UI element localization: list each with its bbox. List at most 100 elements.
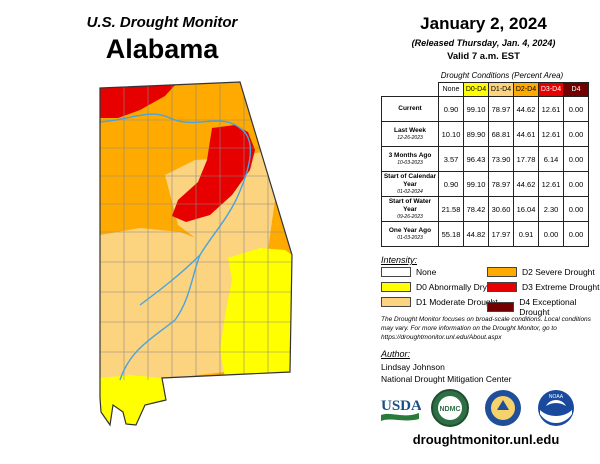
row-label: Start of Calendar Year 01-02-2024 <box>381 171 439 197</box>
legend-item-d2: D2 Severe Drought <box>487 267 595 277</box>
table-cell: 12.61 <box>538 171 564 197</box>
col-none: None <box>438 82 464 97</box>
row-label: Last Week 12-26-2023 <box>381 121 439 147</box>
author-name: Lindsay Johnson <box>381 362 445 372</box>
legend-swatch <box>487 282 517 292</box>
d0-area-east <box>220 248 292 378</box>
d0-area-south <box>100 375 166 425</box>
drought-areas <box>100 82 292 425</box>
map-date: January 2, 2024 <box>420 14 547 33</box>
table-cell: 44.62 <box>513 96 539 122</box>
row-label-text: 3 Months Ago <box>388 152 432 159</box>
table-cell: 2.30 <box>538 196 564 222</box>
table-cell: 6.14 <box>538 146 564 172</box>
table-cell: 44.82 <box>463 221 489 247</box>
ndmc-logo: NDMC <box>431 389 469 427</box>
row-date: 12-26-2023 <box>397 135 423 141</box>
legend-item-d4: D4 Exceptional Drought <box>487 297 600 317</box>
table-cell: 17.78 <box>513 146 539 172</box>
usda-logo-text: USDA <box>381 398 421 414</box>
county-lines <box>100 85 292 380</box>
table-cell: 16.04 <box>513 196 539 222</box>
row-date: 10-03-2023 <box>397 160 423 166</box>
table-cell: 55.18 <box>438 221 464 247</box>
row-date: 09-26-2023 <box>397 214 423 220</box>
legend-swatch <box>487 267 517 277</box>
col-d1-d4: D1-D4 <box>488 82 514 97</box>
table-cell: 44.62 <box>513 171 539 197</box>
table-cell: 0.00 <box>563 121 589 147</box>
valid-time: Valid 7 a.m. EST <box>447 51 520 62</box>
table-row: Start of Calendar Year 01-02-2024 0.90 99… <box>381 171 589 197</box>
table-cell: 0.90 <box>438 96 464 122</box>
legend-item-d3: D3 Extreme Drought <box>487 282 599 292</box>
table-cell: 0.90 <box>438 171 464 197</box>
table-cell: 3.57 <box>438 146 464 172</box>
rivers <box>99 113 252 381</box>
table-cell: 0.00 <box>563 196 589 222</box>
row-date: 01-02-2024 <box>397 189 423 195</box>
row-label-text: Last Week <box>393 127 427 134</box>
table-cell: 30.60 <box>488 196 514 222</box>
table-row: Start of Water Year 09-26-2023 21.58 78.4… <box>381 196 589 222</box>
row-label: One Year Ago 01-03-2023 <box>381 221 439 247</box>
table-cell: 21.58 <box>438 196 464 222</box>
table-cell: 0.91 <box>513 221 539 247</box>
table-cell: 12.61 <box>538 121 564 147</box>
state-title: Alabama <box>105 34 219 64</box>
table-cell: 99.10 <box>463 171 489 197</box>
product-title: U.S. Drought Monitor <box>86 14 238 31</box>
table-row: One Year Ago 01-03-2023 55.18 44.82 17.97… <box>381 221 589 247</box>
ndmc-logo-text: NDMC <box>440 406 461 413</box>
author-label: Author: <box>381 349 411 359</box>
d3-area-northwest <box>100 85 175 118</box>
table-cell: 89.90 <box>463 121 489 147</box>
table-row: Current 0.90 99.10 78.97 44.62 12.61 0.0… <box>381 96 589 122</box>
row-label: 3 Months Ago 10-03-2023 <box>381 146 439 172</box>
info-note: The Drought Monitor focuses on broad-sca… <box>381 316 591 341</box>
table-header-row: None D0-D4 D1-D4 D2-D4 D3-D4 D4 <box>382 82 589 97</box>
table-cell: 96.43 <box>463 146 489 172</box>
table-row: Last Week 12-26-2023 10.10 89.90 68.81 44… <box>381 121 589 147</box>
table-cell: 12.61 <box>538 96 564 122</box>
doc-seal-logo <box>485 390 521 426</box>
table-cell: 0.00 <box>538 221 564 247</box>
drought-map <box>99 81 293 427</box>
table-cell: 44.61 <box>513 121 539 147</box>
legend-item-d0: D0 Abnormally Dry <box>381 282 487 292</box>
d3-area-northeast <box>172 125 255 222</box>
noaa-logo: NOAA <box>538 390 574 426</box>
website-link[interactable]: droughtmonitor.unl.edu <box>412 432 560 447</box>
legend-item-d1: D1 Moderate Drought <box>381 297 498 307</box>
table-cell: 17.97 <box>488 221 514 247</box>
row-label-text: Current <box>398 105 422 112</box>
col-d2-d4: D2-D4 <box>513 82 539 97</box>
table-cell: 0.00 <box>563 146 589 172</box>
release-date: (Released Thursday, Jan. 4, 2024) <box>411 38 556 48</box>
legend-label: None <box>416 267 437 277</box>
legend-label: D2 Severe Drought <box>522 267 595 277</box>
legend-swatch <box>381 282 411 292</box>
noaa-logo-text: NOAA <box>549 394 564 400</box>
legend-label: D0 Abnormally Dry <box>416 282 487 292</box>
table-cell: 0.00 <box>563 221 589 247</box>
legend-item-none: None <box>381 267 436 277</box>
legend-label: D3 Extreme Drought <box>522 282 600 292</box>
author-org: National Drought Mitigation Center <box>381 374 512 384</box>
table-cell: 78.97 <box>488 96 514 122</box>
d1-area-west <box>100 228 250 380</box>
row-label-text: Start of Water Year <box>388 198 432 213</box>
usda-logo: USDA <box>381 398 421 421</box>
legend-title: Intensity: <box>381 255 418 265</box>
row-date: 01-03-2023 <box>397 235 423 241</box>
table-cell: 10.10 <box>438 121 464 147</box>
table-cell: 68.81 <box>488 121 514 147</box>
table-cell: 99.10 <box>463 96 489 122</box>
legend-swatch <box>381 297 411 307</box>
drought-stats-table: None D0-D4 D1-D4 D2-D4 D3-D4 D4 Current … <box>381 82 589 247</box>
legend-swatch <box>487 302 515 312</box>
table-cell: 73.90 <box>488 146 514 172</box>
table-cell: 78.97 <box>488 171 514 197</box>
table-corner <box>382 83 439 97</box>
table-cell: 0.00 <box>563 171 589 197</box>
